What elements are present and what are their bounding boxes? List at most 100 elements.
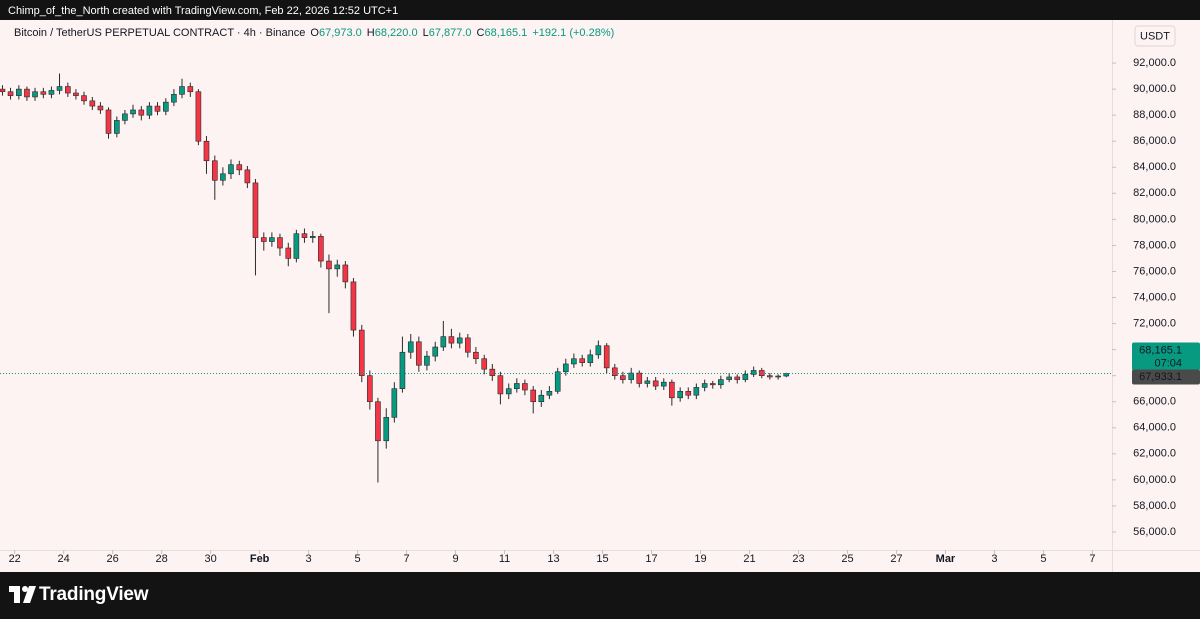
y-tick-label: 64,000.0: [1133, 422, 1176, 434]
candle-body: [375, 401, 381, 442]
candle-body: [693, 387, 700, 396]
candle-body: [81, 95, 87, 102]
candle-body: [481, 358, 488, 370]
candle-body: [685, 391, 692, 396]
candle-body: [269, 237, 275, 242]
candle-body: [636, 372, 643, 384]
candle-body: [465, 337, 471, 353]
candle-body: [114, 120, 120, 134]
y-tick-label: 82,000.0: [1133, 187, 1176, 199]
candle-body: [456, 337, 463, 344]
candle-body: [424, 355, 430, 366]
y-tick-label: 76,000.0: [1133, 265, 1176, 277]
candle-body: [342, 264, 349, 283]
candle-body: [562, 363, 569, 373]
candle-body: [236, 164, 243, 171]
candle-body: [514, 383, 520, 389]
y-tick-label: 60,000.0: [1133, 474, 1176, 486]
y-tick-label: 58,000.0: [1133, 500, 1176, 512]
candle-body: [171, 94, 177, 103]
y-tick-label: 80,000.0: [1133, 213, 1176, 225]
ohlc-prefix: O: [310, 27, 319, 39]
logo-icon: [9, 586, 36, 603]
candle-body: [48, 90, 55, 95]
candle-body: [448, 336, 455, 344]
ohlc-value: 68,165.1: [484, 27, 528, 39]
chart-background: [0, 20, 1200, 572]
candle-body: [97, 105, 104, 111]
candle-body: [163, 101, 169, 112]
candle-body: [538, 394, 545, 403]
x-tick-label: 28: [156, 553, 168, 565]
candle-body: [73, 92, 79, 96]
x-tick-label: 7: [1089, 553, 1095, 565]
candle-body: [660, 381, 667, 387]
y-tick-label: 78,000.0: [1133, 239, 1176, 251]
candle-body: [734, 376, 741, 380]
ohlc-value: 68,220.0: [374, 27, 418, 39]
candle-body: [399, 351, 406, 390]
ohlc-value: 67,877.0: [428, 27, 472, 39]
y-tick-label: 92,000.0: [1133, 57, 1176, 69]
candle-body: [489, 368, 496, 376]
x-tick-label: 9: [453, 553, 459, 565]
y-tick-label: 56,000.0: [1133, 526, 1176, 538]
x-tick-label: 11: [499, 553, 510, 565]
candle-body: [416, 341, 422, 366]
candle-body: [40, 91, 47, 95]
chart: USDT 56,000.0 58,000.0 60,000.0 62,000.0 64,…: [0, 20, 1200, 572]
candle-body: [652, 380, 659, 387]
last-price-box: [1132, 342, 1200, 371]
candle-body: [383, 417, 390, 442]
candle-body: [571, 358, 577, 365]
candle-body: [293, 233, 300, 259]
y-tick-label: 90,000.0: [1133, 83, 1176, 95]
candle-body: [701, 383, 708, 388]
candle-body: [522, 383, 528, 391]
x-tick-label: 21: [743, 553, 755, 565]
candle-body: [318, 236, 324, 262]
legend: Bitcoin / TetherUS PERPETUAL CONTRACT · …: [14, 27, 614, 39]
candle-body: [277, 237, 283, 249]
currency-box[interactable]: [1134, 25, 1176, 47]
candle-body: [179, 86, 185, 95]
candle-body: [579, 358, 586, 363]
candle-body: [220, 173, 226, 181]
candle-body: [628, 372, 635, 380]
x-tick-label: Feb: [250, 553, 270, 565]
candle-body: [309, 236, 316, 238]
candle-body: [285, 247, 292, 259]
x-tick-label: 19: [694, 553, 706, 565]
candle-body: [620, 375, 626, 380]
candle-body: [407, 341, 414, 353]
candle-body: [105, 109, 112, 134]
y-tick-label: 84,000.0: [1133, 161, 1176, 173]
candle-body: [505, 388, 512, 395]
candle-body: [473, 351, 479, 360]
candle-body: [669, 381, 675, 399]
candle-body: [24, 88, 30, 98]
candle-body: [767, 375, 773, 378]
candle-body: [440, 336, 447, 348]
candle-body: [0, 88, 6, 93]
x-tick-label: 30: [205, 553, 217, 565]
candle-body: [244, 169, 251, 184]
x-tick-label: 5: [355, 553, 361, 565]
candle-body: [7, 91, 14, 96]
candle-body: [130, 109, 136, 115]
x-tick-label: 26: [107, 553, 119, 565]
currency: USDT: [1140, 30, 1170, 42]
y-tick-label: 62,000.0: [1133, 448, 1176, 460]
candle-body: [228, 164, 234, 175]
mark-price-box: [1132, 369, 1200, 385]
candle-body: [750, 370, 757, 375]
ohlc-value: 67,973.0: [318, 27, 362, 39]
candle-body: [138, 109, 145, 116]
x-tick-label: 24: [58, 553, 70, 565]
candle-body: [391, 388, 398, 418]
candle-body: [56, 86, 63, 91]
x-tick-label: 7: [404, 553, 410, 565]
candle-body: [587, 354, 594, 363]
attribution: Chimp_of_the_North created with TradingV…: [0, 0, 1200, 20]
candle-body: [32, 91, 38, 98]
